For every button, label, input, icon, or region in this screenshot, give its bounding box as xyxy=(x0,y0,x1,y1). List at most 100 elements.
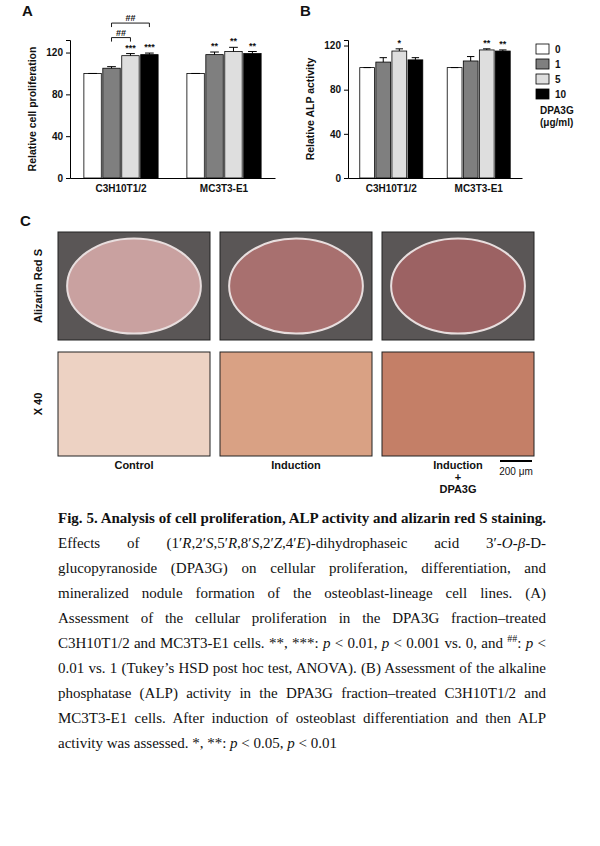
y-tick-mark xyxy=(66,178,70,179)
y-tick-mark xyxy=(344,178,348,179)
bar xyxy=(447,68,462,178)
caption-text: ## xyxy=(507,633,517,644)
column-label: Control xyxy=(114,459,153,471)
bar xyxy=(408,60,423,178)
bracket-label: ## xyxy=(125,13,135,23)
error-bar xyxy=(412,58,419,60)
column-label: Induction+DPA3G xyxy=(433,459,483,495)
panel-letter: B xyxy=(300,2,311,19)
caption-text: p xyxy=(323,635,331,651)
error-bar-cap xyxy=(451,67,458,68)
annotations: ************#### xyxy=(112,13,257,53)
significance-label: ** xyxy=(230,36,238,46)
error-bar xyxy=(451,67,458,68)
error-bar xyxy=(396,49,403,51)
column-label: Induction xyxy=(271,459,321,471)
caption-text: p xyxy=(382,635,390,651)
y-tick-mark xyxy=(66,53,70,54)
y-tick-label: 40 xyxy=(330,129,342,140)
bar xyxy=(244,54,261,178)
error-bar xyxy=(88,73,97,74)
photo-frame xyxy=(58,232,210,340)
y-tick-label: 80 xyxy=(52,89,64,100)
error-bar xyxy=(126,54,135,56)
caption-text: p xyxy=(230,735,238,751)
error-bar xyxy=(145,53,154,55)
caption-text: < 0.05, xyxy=(238,735,288,751)
y-tick-mark xyxy=(344,90,348,91)
y-axis-title: Relative ALP activity xyxy=(304,57,316,160)
x-axis: C3H10T1/2 MC3T3-E1 xyxy=(349,178,523,194)
bar xyxy=(122,56,139,178)
error-bar xyxy=(210,52,219,55)
y-tick-mark xyxy=(66,94,70,95)
error-bar-cap xyxy=(363,67,370,68)
bar xyxy=(141,55,158,178)
legend-label: 1 xyxy=(555,59,561,70)
error-bar xyxy=(248,52,257,54)
error-bar xyxy=(467,57,474,61)
caption-text: < 0.01, xyxy=(330,635,381,651)
caption: Fig. 5. Analysis of cell proliferation, … xyxy=(58,506,546,756)
x-tick: MC3T3-E1 xyxy=(200,178,249,194)
well xyxy=(67,238,201,333)
photo-micro xyxy=(58,352,210,456)
error-bar xyxy=(107,67,116,69)
annotations: ***** xyxy=(398,38,507,49)
y-tick: 80 xyxy=(330,84,348,95)
caption-text: Fig. 5. Analysis of cell proliferation, … xyxy=(58,510,546,526)
bar xyxy=(187,73,204,178)
x-tick: C3H10T1/2 xyxy=(366,178,418,194)
x-tick-label: MC3T3-E1 xyxy=(200,183,249,194)
photo-well xyxy=(58,232,210,340)
caption-text: ,5′ xyxy=(213,535,228,551)
error-bar-cap xyxy=(467,56,474,57)
photo-well xyxy=(382,232,534,340)
x-tick-label: MC3T3-E1 xyxy=(455,183,504,194)
y-tick-mark xyxy=(66,136,70,137)
row-label: X 40 xyxy=(32,393,44,416)
error-bar-cap xyxy=(126,53,135,54)
photo-micro xyxy=(220,352,372,456)
y-tick-mark xyxy=(344,46,348,47)
bar xyxy=(495,51,510,178)
legend-label: 5 xyxy=(555,74,561,85)
caption-text: p xyxy=(287,735,295,751)
caption-text: < 0.01 vs. 1 (Tukey’s HSD post hoc test,… xyxy=(58,635,546,751)
caption-text: ,2′ xyxy=(191,535,206,551)
caption-text: Effects of (1′ xyxy=(58,535,182,551)
y-tick: 0 xyxy=(335,173,348,184)
y-tick-label: 0 xyxy=(335,173,341,184)
legend-label: 0 xyxy=(555,44,561,55)
figure: A04080120C3H10T1/2MC3T3-E1Relative cell … xyxy=(0,0,600,500)
error-bar-cap xyxy=(412,57,419,58)
marks xyxy=(84,47,261,178)
error-bar xyxy=(483,49,490,50)
photo-frame xyxy=(58,352,210,456)
y-tick-label: 120 xyxy=(324,40,341,51)
y-tick: 40 xyxy=(52,131,70,142)
caption-text: p xyxy=(526,635,534,651)
caption-text: < 0.01 xyxy=(295,735,337,751)
bracket-label: ## xyxy=(116,28,126,38)
error-bar-cap xyxy=(229,47,238,48)
photo-well xyxy=(220,232,372,340)
y-tick-label: 0 xyxy=(57,173,63,184)
error-bar-cap xyxy=(248,51,257,52)
well xyxy=(229,238,363,333)
significance-label: *** xyxy=(144,42,155,52)
caption-text: β xyxy=(518,535,525,551)
bar xyxy=(392,51,407,178)
photo-frame xyxy=(220,352,372,456)
error-bar-cap xyxy=(191,73,200,74)
significance-label: ** xyxy=(499,39,507,49)
legend-title: DPA3G(μg/ml) xyxy=(540,105,574,128)
bar xyxy=(206,55,223,178)
x-axis: C3H10T1/2MC3T3-E1 xyxy=(71,178,276,194)
significance-label: ** xyxy=(211,41,219,51)
caption-text: E xyxy=(297,535,306,551)
y-tick: 40 xyxy=(330,129,348,140)
y-tick-label: 120 xyxy=(46,47,63,58)
y-axis-line xyxy=(344,41,349,179)
bar xyxy=(376,62,391,178)
